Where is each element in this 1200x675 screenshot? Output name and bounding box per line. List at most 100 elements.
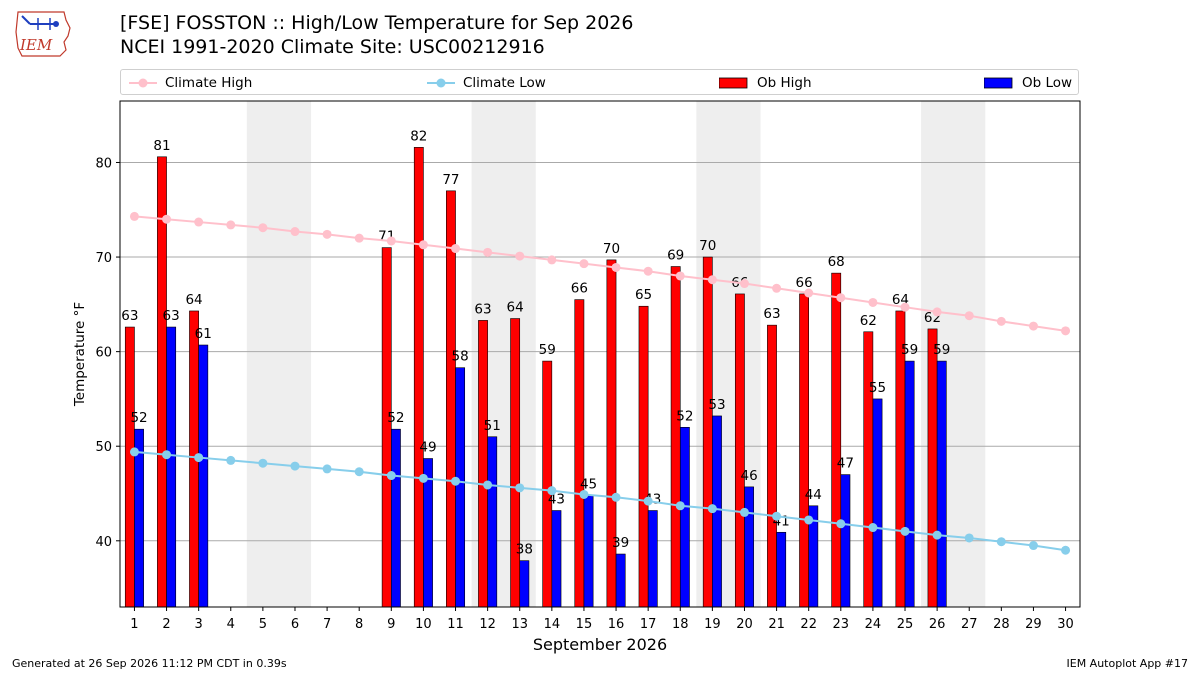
legend-item-climate-low: Climate Low [427,70,546,96]
x-tick-label: 20 [736,617,753,632]
climate-low-point [996,537,1006,547]
ob-low-label: 39 [612,535,629,551]
climate-high-point [932,307,942,317]
ob-high-label: 62 [860,313,877,329]
climate-low-point [643,496,653,506]
ob-low-label: 55 [869,380,886,396]
x-tick-label: 10 [415,617,432,632]
ob-high-bar [446,190,456,608]
chart-subtitle: NCEI 1991-2020 Climate Site: USC00212916 [120,36,545,58]
ob-low-bar [840,474,851,608]
climate-low-point [386,471,396,481]
climate-high-point [322,229,332,239]
ob-low-label: 59 [901,342,918,358]
x-tick-label: 1 [130,617,138,632]
climate-high-point [258,223,268,233]
x-tick-label: 13 [511,617,528,632]
climate-high-point [386,236,396,246]
x-tick-label: 26 [929,617,946,632]
x-tick-label: 3 [195,617,203,632]
ob-low-bar [166,326,177,608]
ob-high-bar [124,326,135,608]
x-tick-label: 4 [227,617,235,632]
ob-high-bar [381,247,392,608]
climate-high-point [868,297,878,307]
climate-low-point [579,489,589,499]
climate-high-point [643,266,653,276]
ob-high-label: 64 [892,292,909,308]
ob-high-bar [863,331,874,608]
climate-high-point [836,293,846,303]
ob-low-label: 63 [163,308,180,324]
ob-high-bar [767,324,777,608]
climate-low-point [932,530,942,540]
x-tick-label: 12 [479,617,496,632]
x-tick-label: 17 [640,617,657,632]
legend-item-climate-high: Climate High [129,70,252,96]
x-tick-label: 25 [897,617,914,632]
climate-high-point [900,302,910,312]
ob-high-bar [734,293,745,608]
ob-high-label: 69 [667,248,684,264]
ob-high-label: 66 [731,275,748,291]
ob-low-label: 38 [516,542,533,558]
legend-swatch-climate-low [427,78,455,88]
climate-low-point [804,515,814,525]
climate-low-point [868,523,878,533]
legend-item-ob-high: Ob High [719,70,812,96]
y-tick-label: 80 [95,156,112,171]
y-tick-label: 40 [95,535,112,550]
ob-low-bar [808,505,819,608]
x-tick-label: 8 [355,617,363,632]
ob-low-label: 52 [387,410,404,426]
climate-high-point [772,283,782,293]
ob-high-label: 68 [828,254,845,270]
ob-low-label: 47 [837,456,854,472]
ob-low-label: 49 [419,440,436,456]
ob-high-bar [189,310,199,608]
ob-low-label: 52 [676,408,693,424]
ob-low-label: 59 [933,342,950,358]
ob-low-label: 43 [644,492,661,508]
ob-high-label: 63 [121,308,138,324]
ob-low-bar [134,428,144,608]
climate-low-point [611,492,621,502]
plot-frame [119,100,1081,608]
ob-high-bar [895,310,906,608]
climate-low-point [739,507,749,517]
ob-low-label: 43 [548,492,565,508]
climate-high-point [707,275,717,285]
legend-swatch-ob-high [719,77,748,89]
climate-low-point [354,467,364,477]
x-tick-label: 5 [259,617,267,632]
ob-low-bar [744,486,754,608]
legend-item-ob-low: Ob Low [984,70,1072,96]
x-tick-label: 28 [993,617,1010,632]
ob-low-bar [455,367,466,608]
climate-high-point [1061,326,1071,336]
ob-low-label: 45 [580,476,597,492]
ob-high-bar [413,147,424,608]
x-tick-label: 21 [768,617,785,632]
climate-high-point [418,240,428,250]
legend-swatch-climate-high [129,78,157,88]
climate-high-point [226,220,236,230]
legend-label-climate-high: Climate High [165,75,253,91]
climate-low-point [322,464,332,474]
x-tick-label: 18 [672,617,689,632]
ob-low-bar [679,426,690,608]
climate-high-point [1028,321,1038,331]
climate-low-point [162,450,172,460]
legend-label-ob-high: Ob High [757,75,812,91]
ob-low-label: 51 [484,418,501,434]
logo-text: IEM [19,36,53,54]
x-tick-label: 24 [865,617,882,632]
x-tick-label: 9 [387,617,395,632]
ob-high-bar [542,360,553,608]
climate-high-point [290,227,300,237]
ob-high-bar [702,256,713,608]
climate-high-point [129,211,139,221]
ob-low-bar [198,344,209,608]
ob-high-label: 66 [796,275,813,291]
ob-low-bar [712,415,722,608]
